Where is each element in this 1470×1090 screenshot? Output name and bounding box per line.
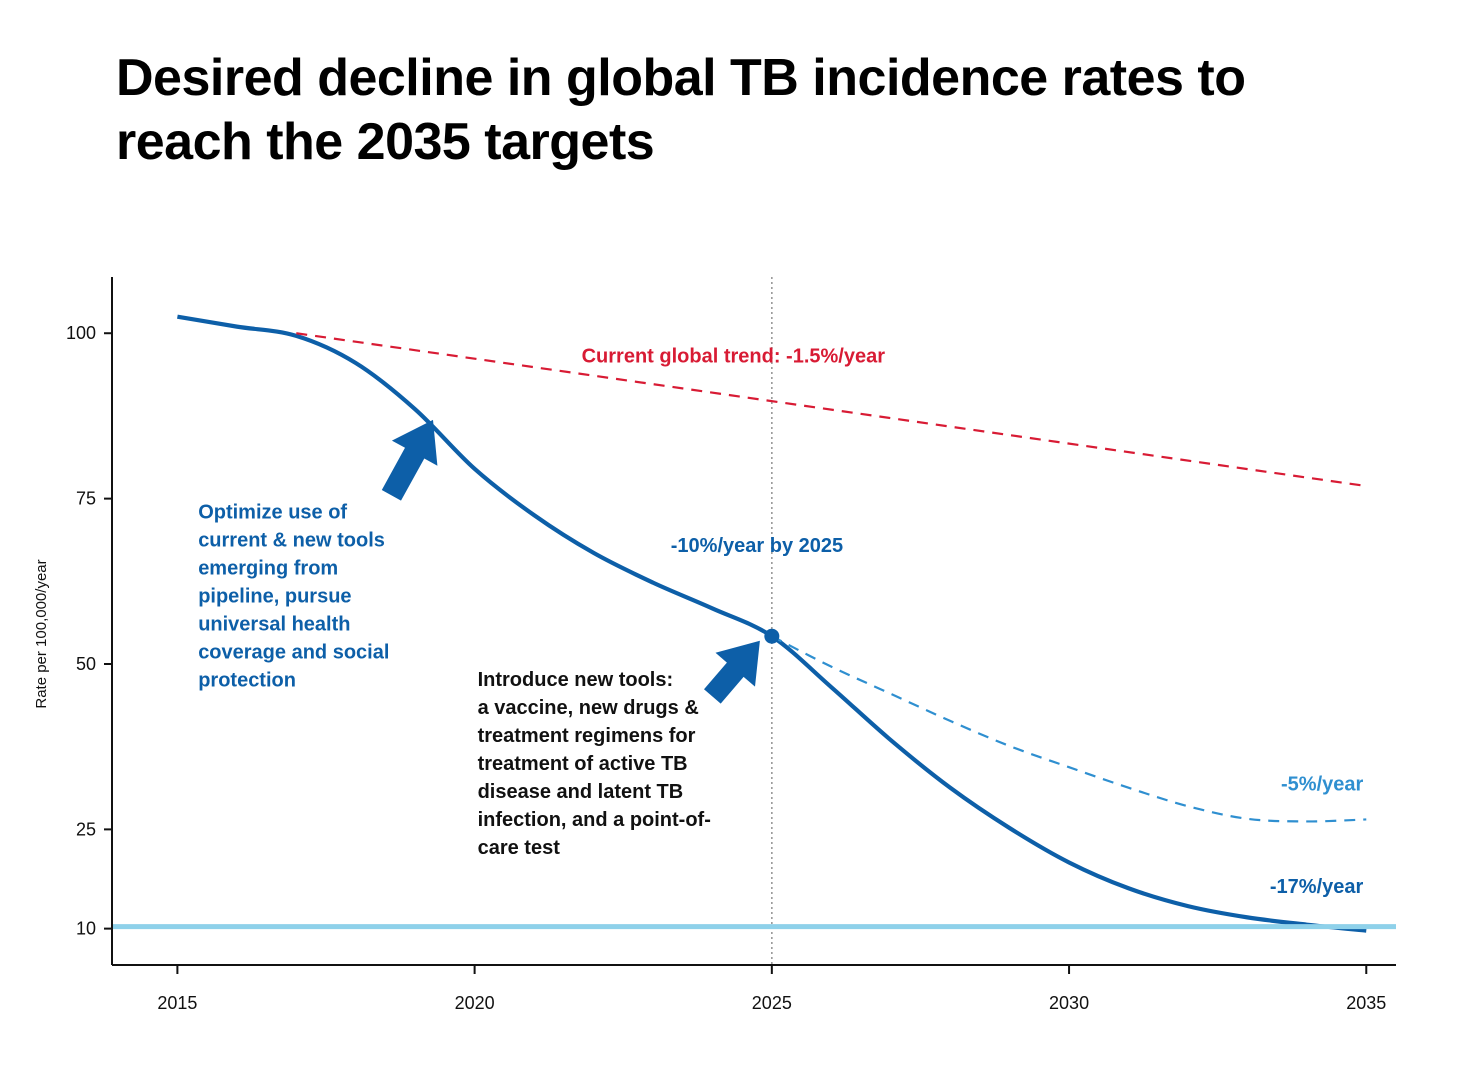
marker-point-0: [764, 628, 780, 644]
annotation-current_trend-line-0: Current global trend: -1.5%/year: [582, 345, 886, 367]
annotation-ten_percent-line-0: -10%/year by 2025: [671, 535, 843, 557]
annotation-optimize-line-2: emerging from: [198, 557, 338, 579]
x-tick-label-2015: 2015: [157, 993, 197, 1013]
annotation-ten_percent: -10%/year by 2025: [671, 535, 843, 557]
annotation-five_percent: -5%/year: [1281, 773, 1363, 795]
annotation-optimize-line-6: protection: [198, 669, 296, 691]
annotation-optimize-line-3: pipeline, pursue: [198, 585, 351, 607]
arrow-first: [381, 419, 438, 501]
arrow-second: [704, 640, 760, 704]
annotations: Current global trend: -1.5%/year -10%/yea…: [198, 345, 1363, 898]
y-tick-label-25: 25: [76, 819, 96, 839]
annotation-optimize-line-5: coverage and social: [198, 641, 389, 663]
y-tick-label-50: 50: [76, 654, 96, 674]
annotation-seventeen_percent: -17%/year: [1270, 876, 1364, 898]
annotation-current_trend: Current global trend: -1.5%/year: [582, 345, 886, 367]
axes: 10 25 50 75 100 2015 2020 2025 2030 2035 Rate per …: [33, 277, 1396, 1013]
arrows: [381, 419, 760, 704]
markers: [764, 628, 780, 644]
y-tick-label-10: 10: [76, 919, 96, 939]
annotation-optimize-line-0: Optimize use of: [198, 501, 347, 523]
annotation-optimize-line-1: current & new tools: [198, 529, 385, 551]
annotation-introduce-line-3: treatment of active TB: [478, 753, 688, 775]
y-tick-label-75: 75: [76, 489, 96, 509]
y-axis-label: Rate per 100,000/year: [33, 559, 50, 708]
x-tick-label-2020: 2020: [455, 993, 495, 1013]
annotation-optimize: Optimize use of current & new tools emergi…: [198, 501, 389, 691]
x-tick-label-2035: 2035: [1346, 993, 1386, 1013]
x-tick-label-2025: 2025: [752, 993, 792, 1013]
series-line-1: [296, 332, 1367, 488]
chart-title: Desired decline in global TB incidence r…: [116, 49, 1246, 171]
annotation-five_percent-line-0: -5%/year: [1281, 773, 1363, 795]
annotation-introduce-line-4: disease and latent TB: [478, 781, 684, 803]
x-tick-label-2030: 2030: [1049, 993, 1089, 1013]
annotation-introduce-line-6: care test: [478, 837, 561, 859]
annotation-introduce-line-1: a vaccine, new drugs &: [478, 697, 699, 719]
annotation-introduce-line-0: Introduce new tools:: [478, 669, 674, 691]
annotation-introduce-line-5: infection, and a point-of-: [478, 809, 711, 831]
annotation-introduce: Introduce new tools: a vaccine, new drugs…: [478, 669, 711, 859]
annotation-seventeen_percent-line-0: -17%/year: [1270, 876, 1364, 898]
annotation-introduce-line-2: treatment regimens for: [478, 725, 696, 747]
series-line-2: [771, 635, 1367, 823]
annotation-optimize-line-4: universal health: [198, 613, 350, 635]
y-tick-label-100: 100: [66, 323, 96, 343]
